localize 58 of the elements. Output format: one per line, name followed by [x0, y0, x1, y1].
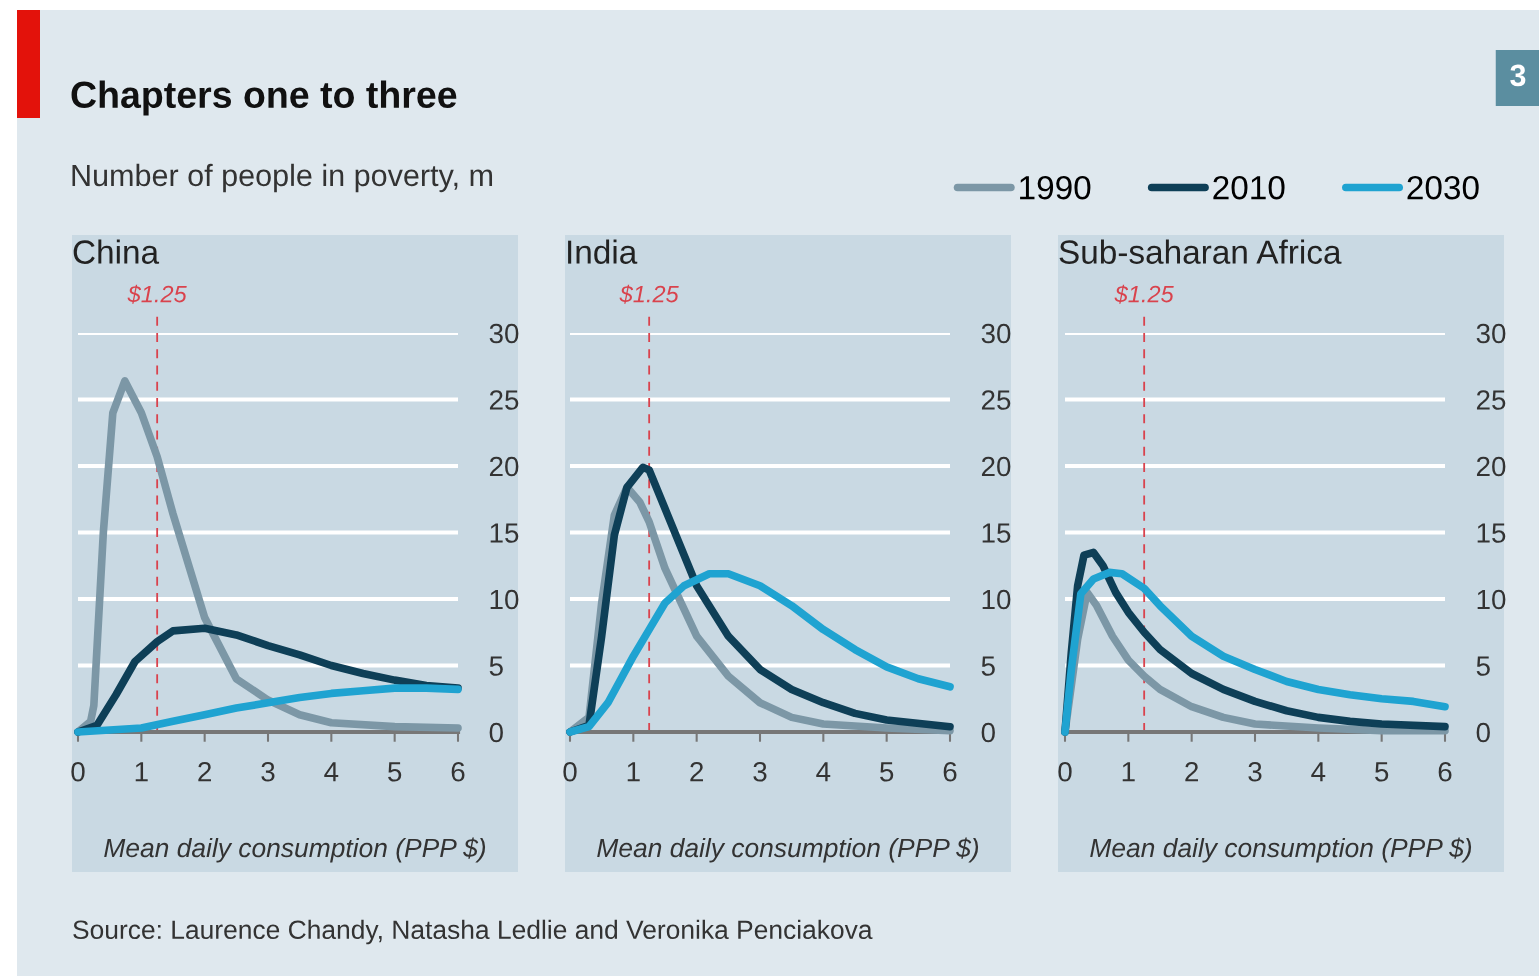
chart-title: India: [568, 239, 638, 264]
y-tick-label: 5: [489, 656, 503, 676]
x-tick-label: 0: [563, 761, 577, 782]
x-tick-label: 5: [880, 762, 894, 782]
y-tick-label: 15: [490, 523, 519, 543]
y-tick-label: 30: [981, 323, 1011, 344]
x-tick-label: 1: [1122, 762, 1135, 782]
x-tick-label: 3: [1248, 761, 1262, 782]
y-tick-label: 20: [489, 456, 519, 477]
chart-title: Sub-saharan Africa: [1059, 239, 1342, 264]
x-axis-title: Mean daily consumption (PPP $): [597, 837, 979, 863]
x-axis-title: Mean daily consumption (PPP $): [104, 837, 486, 863]
y-tick-label: 20: [1476, 456, 1506, 477]
y-tick-label: 15: [1477, 523, 1506, 543]
y-tick-label: 25: [981, 390, 1011, 410]
x-tick-label: 2: [690, 761, 703, 782]
ref-line-label: $1.25: [619, 284, 679, 304]
x-tick-label: 4: [816, 762, 831, 782]
y-tick-label: 5: [981, 656, 995, 676]
x-tick-label: 6: [943, 761, 957, 782]
x-tick-label: 1: [627, 762, 640, 782]
y-tick-label: 30: [1476, 323, 1506, 344]
x-tick-label: 6: [1438, 761, 1452, 782]
ref-line-label: $1.25: [1114, 284, 1174, 304]
text: Chapters one to three: [71, 80, 457, 116]
x-tick-label: 0: [1058, 761, 1072, 782]
y-tick-label: 0: [981, 722, 995, 743]
x-axis-title: Mean daily consumption (PPP $): [1090, 837, 1472, 863]
x-tick-label: 3: [261, 761, 275, 782]
legend-label: 2010: [1213, 175, 1285, 200]
x-tick-label: 0: [71, 761, 85, 782]
x-tick-label: 6: [451, 761, 465, 782]
y-tick-label: 25: [1476, 390, 1506, 410]
text: 3: [1510, 64, 1526, 87]
x-tick-label: 2: [1185, 761, 1198, 782]
chart-title: China: [73, 239, 160, 264]
x-tick-label: 3: [753, 761, 767, 782]
x-tick-label: 4: [324, 762, 339, 782]
y-tick-label: 0: [1476, 722, 1490, 743]
y-tick-label: 5: [1476, 656, 1490, 676]
y-tick-label: 15: [982, 523, 1011, 543]
legend-label: 2030: [1407, 175, 1479, 200]
x-tick-label: 2: [198, 761, 211, 782]
x-tick-label: 4: [1311, 762, 1326, 782]
y-tick-label: 0: [489, 722, 503, 743]
x-tick-label: 5: [388, 762, 402, 782]
x-tick-label: 1: [135, 762, 148, 782]
ref-line-label: $1.25: [127, 284, 187, 304]
y-tick-label: 25: [489, 390, 519, 410]
text: Number of people in poverty, m: [72, 163, 493, 193]
legend-label: 1990: [1020, 175, 1091, 200]
x-tick-label: 5: [1375, 762, 1389, 782]
source-note: Source: Laurence Chandy, Natasha Ledlie and Veronika Penciakova: [73, 919, 873, 945]
y-tick-label: 30: [489, 323, 519, 344]
y-tick-label: 10: [1477, 589, 1506, 610]
y-tick-label: 10: [490, 589, 519, 610]
y-tick-label: 10: [982, 589, 1011, 610]
y-tick-label: 20: [981, 456, 1011, 477]
